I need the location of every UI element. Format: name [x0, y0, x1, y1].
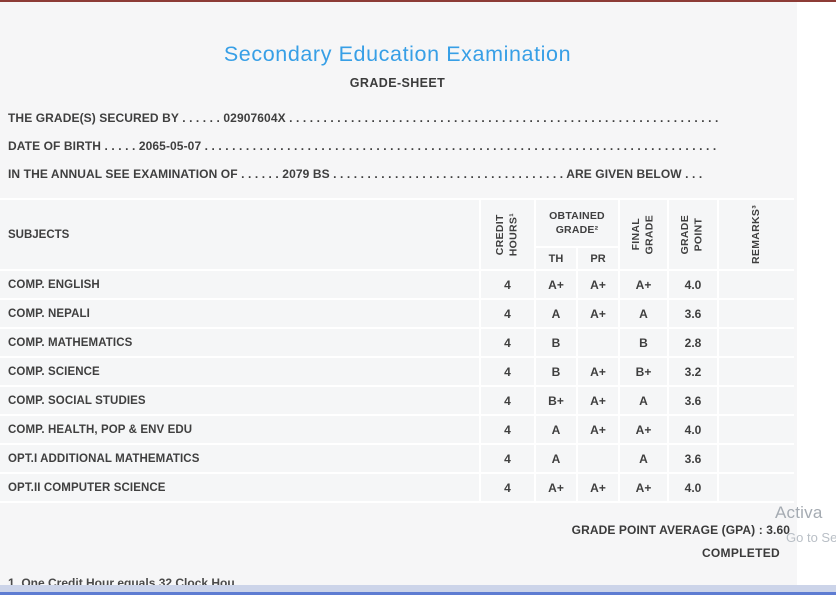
subject-cell: COMP. MATHEMATICS — [0, 329, 479, 356]
page-subtitle: GRADE-SHEET — [349, 76, 446, 90]
grade-point-cell: 4.0 — [669, 271, 717, 298]
horizontal-scrollbar[interactable] — [0, 585, 836, 595]
subject-cell: COMP. NEPALI — [0, 300, 479, 327]
subject-cell: OPT.I ADDITIONAL MATHEMATICS — [0, 445, 479, 472]
pr-grade-cell: A+ — [578, 358, 618, 385]
th-grade-cell: B — [536, 358, 576, 385]
grade-point-cell: 3.6 — [669, 445, 717, 472]
pr-grade-cell — [578, 329, 618, 356]
pr-grade-cell: A+ — [578, 300, 618, 327]
windows-activation-watermark: Activa Go to Se — [775, 503, 836, 545]
credit-hours-cell: 4 — [481, 387, 534, 414]
info-line-exam-year: IN THE ANNUAL SEE EXAMINATION OF . . . .… — [8, 167, 703, 181]
remarks-cell — [719, 300, 794, 327]
credit-hours-cell: 4 — [481, 271, 534, 298]
page-right-margin — [797, 2, 836, 585]
final-grade-cell: A — [620, 300, 667, 327]
info-line-symbol-number: THE GRADE(S) SECURED BY . . . . . . 0290… — [8, 111, 720, 125]
pr-grade-cell: A+ — [578, 416, 618, 443]
column-header-pr: PR — [578, 248, 618, 269]
column-header-final-grade: FINAL GRADE — [620, 200, 667, 269]
final-grade-cell: B+ — [620, 358, 667, 385]
pr-grade-cell: A+ — [578, 387, 618, 414]
credit-hours-cell: 4 — [481, 474, 534, 501]
window-bottom-edge — [0, 592, 836, 595]
info-line-date-of-birth: DATE OF BIRTH . . . . . 2065-05-07 . . .… — [8, 139, 720, 153]
remarks-cell — [719, 271, 794, 298]
remarks-cell — [719, 387, 794, 414]
grade-point-cell: 3.2 — [669, 358, 717, 385]
th-grade-cell: B — [536, 329, 576, 356]
remarks-cell — [719, 329, 794, 356]
page-title: Secondary Education Examination — [223, 42, 572, 66]
column-header-subjects: SUBJECTS — [0, 200, 479, 269]
status-completed: COMPLETED — [701, 546, 780, 560]
remarks-cell — [719, 416, 794, 443]
column-header-grade-point: GRADE POINT — [669, 200, 717, 269]
final-grade-cell: A — [620, 387, 667, 414]
subject-cell: COMP. HEALTH, POP & ENV EDU — [0, 416, 479, 443]
final-grade-cell: A+ — [620, 474, 667, 501]
grade-sheet-panel: Secondary Education Examination GRADE-SH… — [0, 2, 797, 585]
final-grade-cell: A+ — [620, 271, 667, 298]
th-grade-cell: A — [536, 300, 576, 327]
final-grade-cell: A — [620, 445, 667, 472]
grades-table: SUBJECTS CREDIT HOURS¹ OBTAINED GRADE² T… — [0, 198, 794, 503]
pr-grade-cell — [578, 445, 618, 472]
final-grade-cell: A+ — [620, 416, 667, 443]
grade-point-cell: 3.6 — [669, 387, 717, 414]
th-grade-cell: A — [536, 445, 576, 472]
grade-point-cell: 2.8 — [669, 329, 717, 356]
pr-grade-cell: A+ — [578, 474, 618, 501]
watermark-activate-text: Activa — [775, 503, 823, 522]
gpa-value: 3.60 — [766, 523, 790, 537]
final-grade-cell: B — [620, 329, 667, 356]
remarks-cell — [719, 358, 794, 385]
credit-hours-cell: 4 — [481, 300, 534, 327]
pr-grade-cell: A+ — [578, 271, 618, 298]
grade-point-cell: 4.0 — [669, 416, 717, 443]
th-grade-cell: A — [536, 416, 576, 443]
subject-cell: COMP. SOCIAL STUDIES — [0, 387, 479, 414]
grade-point-cell: 4.0 — [669, 474, 717, 501]
gpa-label: GRADE POINT AVERAGE (GPA) : — [571, 523, 767, 537]
column-header-obtained-grade: OBTAINED GRADE² — [536, 200, 618, 246]
th-grade-cell: B+ — [536, 387, 576, 414]
column-header-th: TH — [536, 248, 576, 269]
window-top-edge — [0, 0, 836, 2]
remarks-cell — [719, 445, 794, 472]
grade-point-cell: 3.6 — [669, 300, 717, 327]
watermark-settings-text: Go to Se — [786, 530, 836, 545]
subject-cell: COMP. ENGLISH — [0, 271, 479, 298]
candidate-info: THE GRADE(S) SECURED BY . . . . . . 0290… — [8, 104, 797, 188]
th-grade-cell: A+ — [536, 474, 576, 501]
column-header-remarks: REMARKS³ — [719, 200, 794, 269]
column-header-credit-hours: CREDIT HOURS¹ — [481, 200, 534, 269]
credit-hours-cell: 4 — [481, 329, 534, 356]
th-grade-cell: A+ — [536, 271, 576, 298]
gpa-summary: GRADE POINT AVERAGE (GPA) : 3.60 — [0, 523, 790, 537]
subject-cell: COMP. SCIENCE — [0, 358, 479, 385]
credit-hours-cell: 4 — [481, 445, 534, 472]
credit-hours-cell: 4 — [481, 416, 534, 443]
credit-hours-cell: 4 — [481, 358, 534, 385]
subject-cell: OPT.II COMPUTER SCIENCE — [0, 474, 479, 501]
remarks-cell — [719, 474, 794, 501]
